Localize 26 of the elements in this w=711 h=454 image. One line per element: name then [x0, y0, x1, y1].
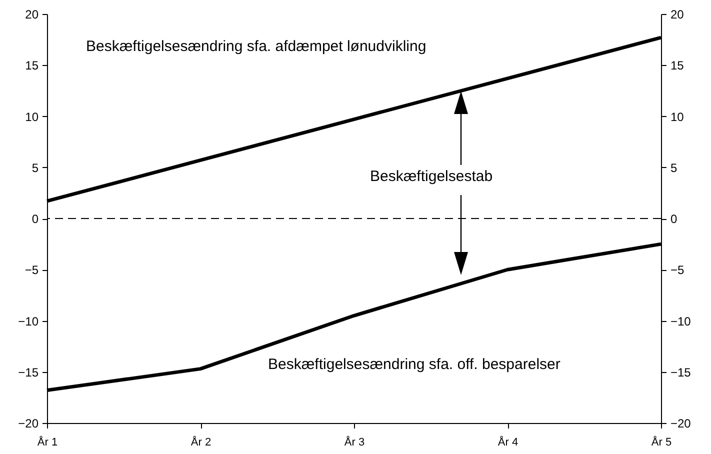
y2-tick-label: −20: [670, 416, 692, 430]
y-tick-label: 0: [32, 212, 39, 226]
y-tick-label: −10: [18, 314, 39, 328]
x-tick-label: År 2: [190, 436, 212, 448]
y2-tick-label: −15: [670, 365, 692, 380]
y2-tick-label: −10: [670, 314, 692, 328]
y-tick-label: 20: [25, 8, 39, 22]
y2-tick-label: 10: [670, 110, 684, 124]
y-tick-label: −20: [18, 416, 39, 430]
y2-tick-label: 5: [670, 160, 678, 175]
x-tick-label: År 4: [498, 436, 518, 448]
annotation: Beskæftigelsestab: [370, 168, 493, 186]
x-tick-label: År 3: [344, 436, 365, 448]
y2-tick-label: −5: [670, 263, 685, 278]
y-tick-label: 5: [32, 160, 39, 175]
y-tick-label: −5: [24, 263, 39, 278]
series-label: Beskæftigelsesændring sfa. off. besparelser: [268, 356, 560, 374]
text: Beskæftigelsesændring sfa. afdæmpet lønudvikling: [86, 38, 426, 56]
y-tick-label: −15: [18, 365, 39, 380]
y-tick-label: 15: [25, 58, 39, 73]
y2-tick-label: 20: [670, 8, 684, 22]
y2-tick-label: 0: [670, 212, 678, 226]
y-tick-label: 10: [25, 110, 39, 124]
x-tick-label: År 1: [37, 436, 58, 448]
x-tick-label: År 5: [651, 436, 672, 448]
y2-tick-label: 15: [670, 58, 684, 73]
